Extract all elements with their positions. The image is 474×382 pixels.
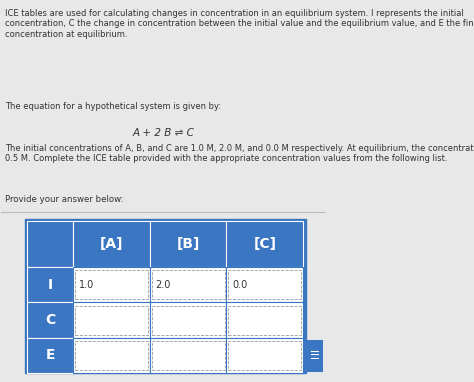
FancyBboxPatch shape bbox=[150, 303, 227, 338]
FancyBboxPatch shape bbox=[27, 303, 73, 338]
FancyBboxPatch shape bbox=[27, 267, 73, 303]
FancyBboxPatch shape bbox=[152, 270, 225, 299]
FancyBboxPatch shape bbox=[227, 221, 303, 267]
Text: [C]: [C] bbox=[254, 237, 276, 251]
FancyBboxPatch shape bbox=[228, 306, 301, 335]
Text: 1.0: 1.0 bbox=[79, 280, 94, 290]
FancyBboxPatch shape bbox=[152, 306, 225, 335]
FancyBboxPatch shape bbox=[227, 303, 303, 338]
FancyBboxPatch shape bbox=[27, 338, 73, 373]
Text: ☰: ☰ bbox=[309, 351, 319, 361]
FancyBboxPatch shape bbox=[73, 303, 150, 338]
Text: The initial concentrations of A, B, and C are 1.0 M, 2.0 M, and 0.0 M respective: The initial concentrations of A, B, and … bbox=[5, 144, 474, 163]
FancyBboxPatch shape bbox=[152, 341, 225, 370]
FancyBboxPatch shape bbox=[73, 267, 150, 303]
FancyBboxPatch shape bbox=[73, 338, 150, 373]
FancyBboxPatch shape bbox=[75, 341, 148, 370]
Text: I: I bbox=[47, 278, 53, 292]
FancyBboxPatch shape bbox=[150, 338, 227, 373]
Text: [B]: [B] bbox=[176, 237, 200, 251]
Text: 0.0: 0.0 bbox=[232, 280, 247, 290]
FancyBboxPatch shape bbox=[228, 270, 301, 299]
Text: Provide your answer below:: Provide your answer below: bbox=[5, 195, 123, 204]
Text: E: E bbox=[46, 348, 55, 363]
Text: A + 2 B ⇌ C: A + 2 B ⇌ C bbox=[133, 128, 195, 138]
FancyBboxPatch shape bbox=[150, 221, 227, 267]
FancyBboxPatch shape bbox=[305, 340, 323, 372]
FancyBboxPatch shape bbox=[73, 221, 150, 267]
FancyBboxPatch shape bbox=[227, 338, 303, 373]
FancyBboxPatch shape bbox=[150, 267, 227, 303]
Text: The equation for a hypothetical system is given by:: The equation for a hypothetical system i… bbox=[5, 102, 221, 111]
Text: C: C bbox=[45, 313, 55, 327]
Text: 2.0: 2.0 bbox=[155, 280, 171, 290]
Text: [A]: [A] bbox=[100, 237, 123, 251]
FancyBboxPatch shape bbox=[227, 267, 303, 303]
FancyBboxPatch shape bbox=[27, 221, 73, 267]
FancyBboxPatch shape bbox=[25, 219, 306, 373]
FancyBboxPatch shape bbox=[228, 341, 301, 370]
FancyBboxPatch shape bbox=[75, 306, 148, 335]
Text: ICE tables are used for calculating changes in concentration in an equilibrium s: ICE tables are used for calculating chan… bbox=[5, 9, 474, 39]
FancyBboxPatch shape bbox=[75, 270, 148, 299]
